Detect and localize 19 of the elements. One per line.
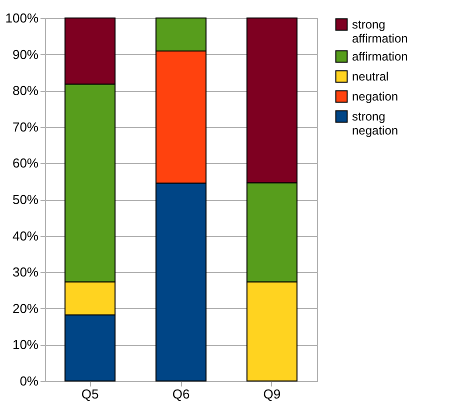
legend-label: negation [352,90,398,104]
x-tick-label: Q5 [81,386,99,402]
y-tick-label: 90% [12,46,39,62]
y-tick-label: 0% [20,374,39,388]
y-tick-label: 100% [5,10,39,26]
y-tick-label: 20% [12,300,39,316]
x-tick-label: Q6 [172,386,190,402]
legend-label: neutral [352,70,389,84]
y-tick-label: 70% [12,119,39,134]
y-tick-label: 30% [12,264,39,280]
legend-label: strong affirmation [352,18,408,46]
x-tick-label: Q9 [263,386,281,402]
y-tick-label: 60% [12,156,39,171]
y-tick-label: 80% [12,83,39,98]
y-tick-label: 50% [12,192,39,207]
legend-label: strong negation [352,110,398,138]
y-tick-label: 10% [12,337,39,352]
y-tick-label: 40% [12,228,39,244]
legend-label: affirmation [352,50,408,64]
